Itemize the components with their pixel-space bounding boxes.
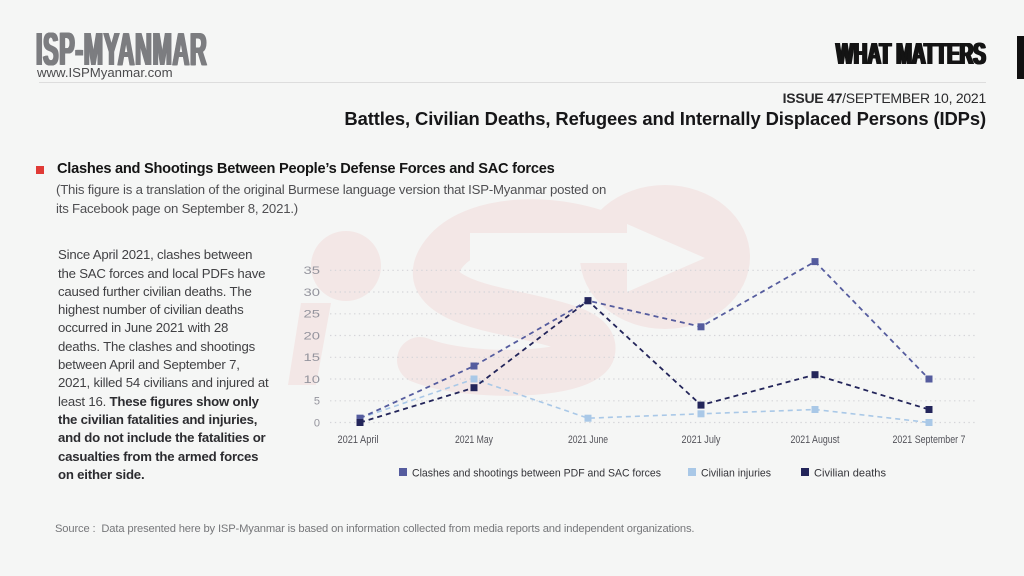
svg-text:2021 August: 2021 August	[791, 434, 840, 446]
svg-text:5: 5	[314, 396, 320, 408]
svg-text:2021 May: 2021 May	[455, 434, 493, 446]
svg-text:2021 April: 2021 April	[338, 434, 379, 446]
svg-text:10: 10	[304, 374, 321, 386]
svg-text:15: 15	[304, 352, 321, 364]
svg-text:Civilian deaths: Civilian deaths	[814, 468, 886, 480]
svg-text:2021 July: 2021 July	[682, 434, 721, 446]
svg-text:35: 35	[304, 265, 321, 277]
svg-text:25: 25	[304, 309, 321, 321]
svg-text:2021 September 7: 2021 September 7	[893, 434, 966, 446]
svg-text:20: 20	[304, 330, 321, 342]
svg-text:Civilian injuries: Civilian injuries	[701, 468, 771, 480]
svg-text:0: 0	[314, 417, 320, 429]
svg-text:30: 30	[304, 287, 321, 299]
svg-text:2021 June: 2021 June	[568, 434, 608, 446]
svg-text:Clashes and shootings between: Clashes and shootings between PDF and SA…	[412, 468, 661, 480]
